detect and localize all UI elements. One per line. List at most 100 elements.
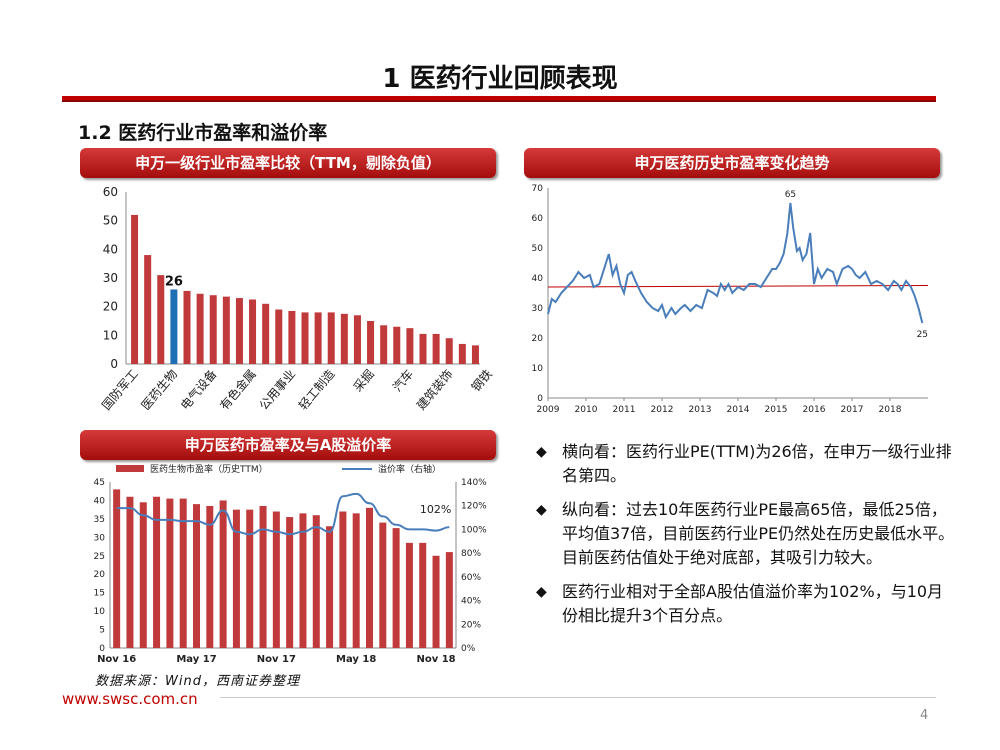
bar xyxy=(380,325,388,364)
x-tick-label: Nov 18 xyxy=(416,654,455,665)
y-tick-label: 20 xyxy=(532,334,544,344)
pe-bar xyxy=(405,542,413,648)
banner-industry-pe: 申万一级行业市盈率比较（TTM，剔除负值） xyxy=(80,148,496,178)
pe-bar xyxy=(445,552,453,648)
pe-bar xyxy=(232,509,240,648)
pe-bar xyxy=(392,528,400,648)
bullet-item: ◆ 纵向看：过去10年医药行业PE最高65倍，最低25倍，平均值37倍，目前医药… xyxy=(536,498,956,570)
diamond-icon: ◆ xyxy=(536,444,547,460)
bar xyxy=(432,333,440,364)
y-tick-label: 0 xyxy=(537,394,543,404)
x-tick-label: 公用事业 xyxy=(257,367,299,413)
bar xyxy=(262,303,270,364)
pe-bar xyxy=(246,509,254,648)
y-tick-label: 35 xyxy=(94,515,105,525)
pe-bar xyxy=(326,526,334,648)
premium-annotation: 102% xyxy=(420,503,451,516)
pe-bar xyxy=(286,517,294,648)
bullet-text: 医药行业相对于全部A股估值溢价率为102%，与10月份相比提升3个百分点。 xyxy=(562,582,944,625)
pe-bar xyxy=(339,511,347,648)
bar xyxy=(222,296,230,364)
industry-pe-bar-chart: 0 10 20 30 40 50 60 26 国防军工医药生物电气设备有色金属公用事业轻工制造采… xyxy=(98,185,494,413)
pe-bar xyxy=(179,498,187,648)
bar xyxy=(458,343,466,364)
x-tick-label: 2018 xyxy=(879,405,902,415)
y2-tick-label: 60% xyxy=(461,573,481,583)
page-number: 4 xyxy=(920,708,929,723)
y-tick-label: 10 xyxy=(94,607,106,617)
pe-bar xyxy=(366,507,373,648)
x-tick-label: 有色金属 xyxy=(216,366,258,412)
page-title: 1 医药行业回顾表现 xyxy=(382,64,618,94)
legend-line-label: 溢价率（右轴） xyxy=(378,463,441,475)
bar xyxy=(235,298,243,364)
y-tick-label: 60 xyxy=(532,214,544,224)
pe-bar xyxy=(219,500,227,648)
y-tick-label: 10 xyxy=(103,328,118,342)
y-tick-label: 20 xyxy=(103,300,118,314)
diamond-icon: ◆ xyxy=(536,502,547,518)
y-tick-label: 30 xyxy=(94,533,106,543)
banner-pe-trend: 申万医药历史市盈率变化趋势 xyxy=(524,148,940,178)
x-tick-label: Nov 17 xyxy=(257,654,296,665)
bar xyxy=(340,313,348,364)
max-value-label: 65 xyxy=(785,190,796,200)
y-tick-label: 40 xyxy=(94,496,106,506)
y2-tick-label: 0% xyxy=(461,644,476,654)
x-tick-label: 2013 xyxy=(689,405,712,415)
bar xyxy=(183,290,191,364)
x-tick-label: 电气设备 xyxy=(177,366,219,412)
y2-tick-label: 80% xyxy=(461,549,481,559)
x-tick-label: 建筑装饰 xyxy=(413,366,455,412)
x-tick-label: Nov 16 xyxy=(97,654,136,665)
pe-bar xyxy=(166,498,174,648)
pe-bar xyxy=(113,489,121,648)
y2-tick-label: 140% xyxy=(461,478,487,488)
diamond-icon: ◆ xyxy=(536,584,547,600)
x-tick-label: May 17 xyxy=(176,654,216,665)
bullet-text: 横向看：医药行业PE(TTM)为26倍，在申万一级行业排名第四。 xyxy=(562,442,952,485)
bullet-item: ◆ 医药行业相对于全部A股估值溢价率为102%，与10月份相比提升3个百分点。 xyxy=(536,580,956,628)
pe-bar xyxy=(299,513,307,648)
bar xyxy=(445,338,453,364)
x-tick-label: 2010 xyxy=(575,405,598,415)
y-tick-label: 50 xyxy=(103,214,118,228)
title-underline xyxy=(62,96,936,102)
website-link[interactable]: www.swsc.com.cn xyxy=(62,690,198,708)
pe-bar xyxy=(206,505,214,648)
highlight-value-label: 26 xyxy=(165,274,183,289)
x-tick-label: 医药生物 xyxy=(139,367,181,413)
bar xyxy=(327,312,335,364)
section-title: 1.2 医药行业市盈率和溢价率 xyxy=(78,122,328,144)
y-tick-label: 40 xyxy=(532,274,544,284)
bar xyxy=(288,310,296,364)
x-tick-label: May 18 xyxy=(336,654,376,665)
highlight-bar xyxy=(170,289,178,364)
title-underline-shade xyxy=(62,100,936,102)
bar xyxy=(314,312,322,364)
bar xyxy=(157,275,165,364)
x-tick-label: 2009 xyxy=(537,405,560,415)
bar xyxy=(196,293,204,364)
pe-bar xyxy=(312,515,320,648)
pe-history-line-chart: 0 10 20 30 40 50 60 70 2009 2010 2011 2012 2013 2014 2… xyxy=(532,184,928,415)
x-tick-label: 2014 xyxy=(727,405,750,415)
bar xyxy=(301,312,309,364)
bar xyxy=(209,295,217,364)
banner-pe-premium: 申万医药市盈率及与A股溢价率 xyxy=(80,430,496,460)
pe-bar xyxy=(419,542,427,648)
legend-bar-label: 医药生物市盈率（历史TTM） xyxy=(150,463,268,475)
pe-bar xyxy=(352,513,360,648)
x-tick-label: 国防军工 xyxy=(98,366,140,412)
footer-divider xyxy=(220,697,936,698)
pe-bar xyxy=(126,496,134,648)
y2-tick-label: 120% xyxy=(461,502,487,512)
bar xyxy=(419,333,427,364)
y-tick-label: 60 xyxy=(103,185,118,199)
bullet-list: ◆ 横向看：医药行业PE(TTM)为26倍，在申万一级行业排名第四。 ◆ 纵向看… xyxy=(536,440,956,638)
pe-bar xyxy=(139,502,147,648)
bar xyxy=(144,255,152,364)
last-value-label: 25 xyxy=(917,330,928,340)
bar xyxy=(406,328,414,364)
pe-bar xyxy=(259,505,267,648)
